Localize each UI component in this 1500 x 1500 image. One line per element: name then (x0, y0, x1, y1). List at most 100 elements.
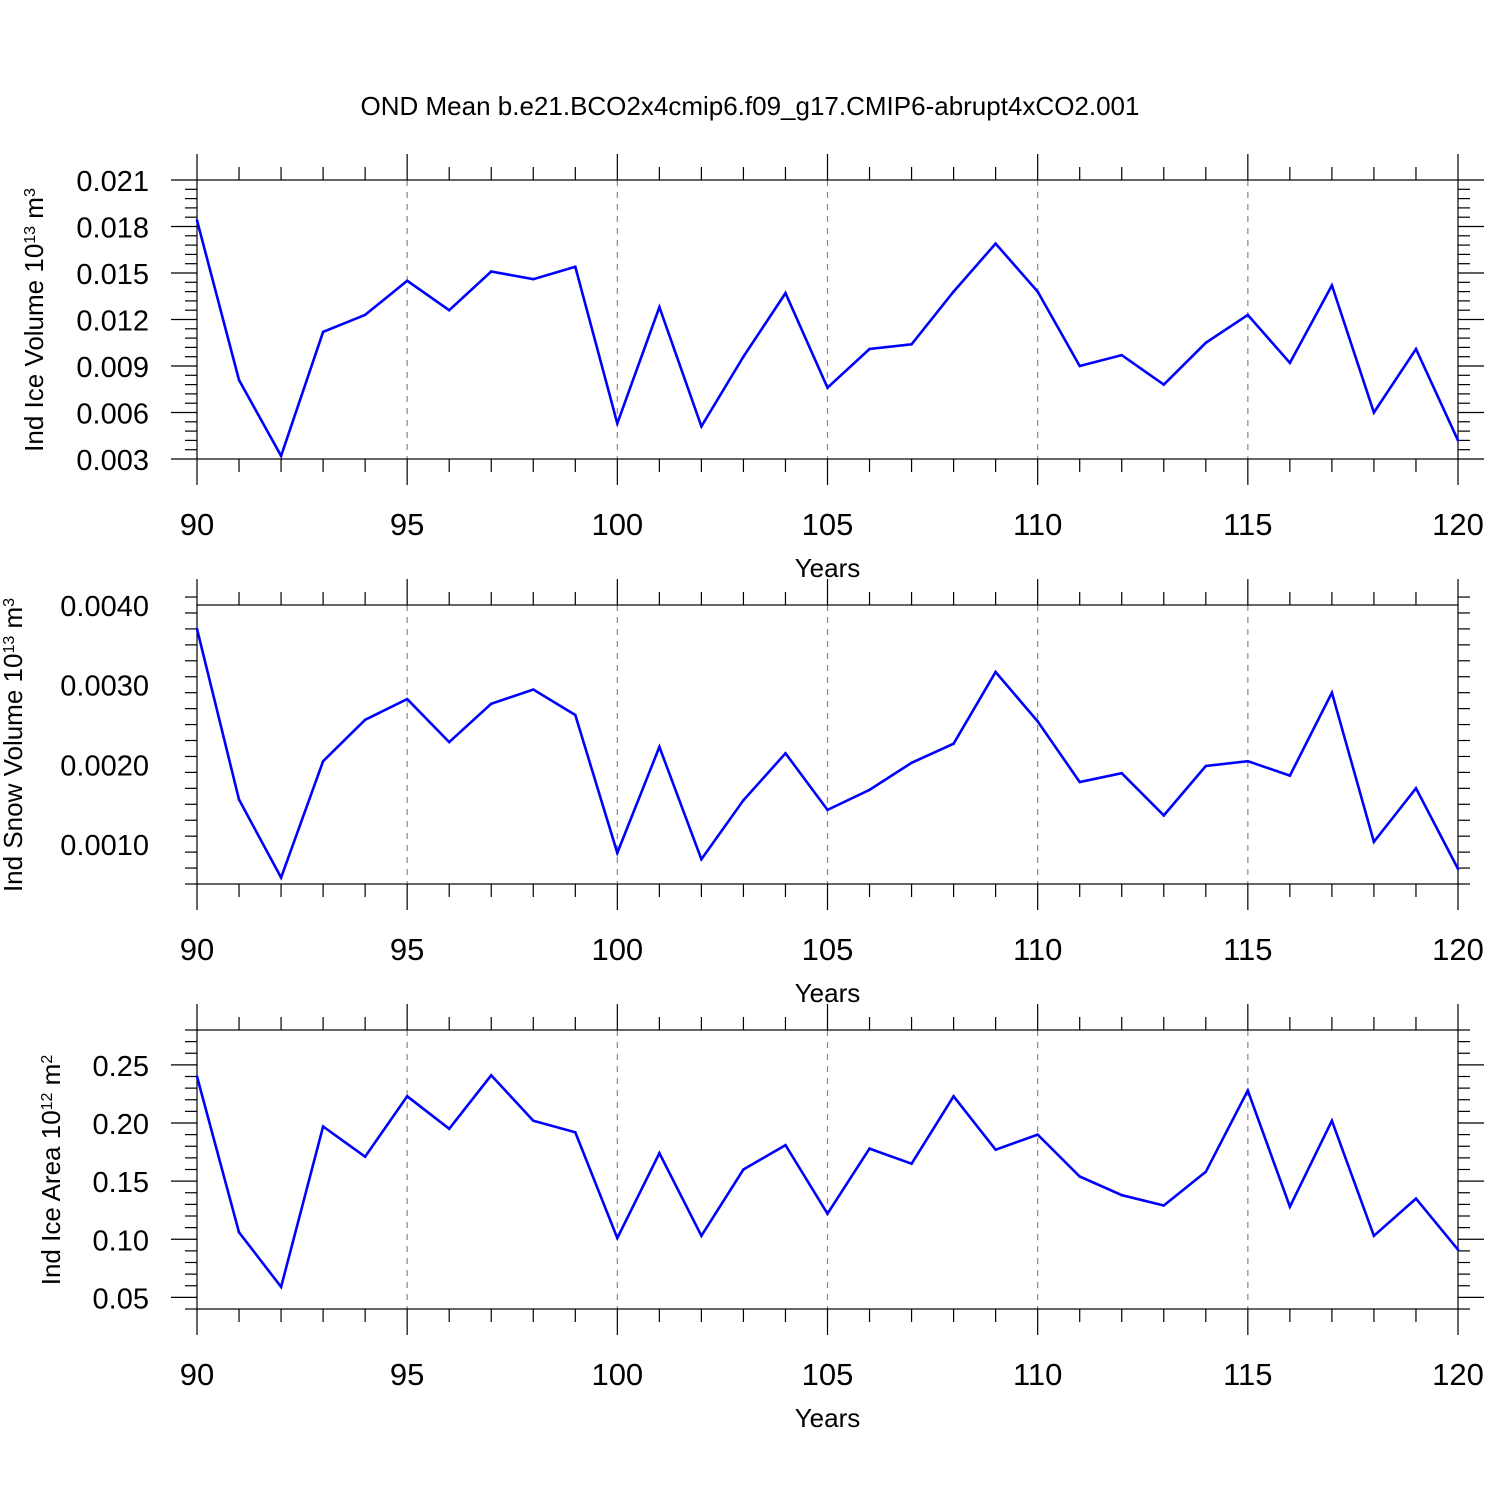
data-point (994, 670, 997, 674)
x-tick-label: 120 (1432, 1357, 1484, 1392)
x-tick-label: 95 (390, 932, 424, 967)
data-point (574, 1131, 577, 1134)
data-point (742, 355, 745, 359)
data-point (1330, 284, 1334, 287)
data-point (1246, 1089, 1250, 1092)
data-point (321, 759, 325, 763)
data-point (1414, 1197, 1418, 1200)
data-point (574, 713, 577, 717)
data-point (237, 378, 241, 382)
data-point (658, 1151, 661, 1155)
data-point (531, 688, 535, 691)
data-point (1078, 780, 1081, 784)
y-tick-label: 0.10 (93, 1225, 149, 1257)
data-point (531, 1119, 535, 1122)
data-point (616, 1236, 619, 1240)
x-tick-label: 100 (591, 932, 643, 967)
y-tick-label: 0.05 (93, 1283, 149, 1315)
x-tick-label: 115 (1223, 507, 1272, 542)
panel-3: 90 95 100 105 110 115 120 0.05 0.10 0.15 0.20 0.25 Y… (36, 1004, 1484, 1433)
x-tick-label: 95 (390, 1357, 424, 1392)
data-point (1372, 1234, 1376, 1238)
data-point (363, 718, 367, 722)
data-point (237, 1230, 241, 1234)
data-point (1456, 439, 1460, 442)
data-point (1120, 771, 1124, 775)
data-point (1120, 1193, 1124, 1197)
data-point (447, 740, 451, 744)
data-point (1288, 361, 1292, 365)
y-tick-label: 0.012 (76, 306, 149, 338)
x-tick-label: 110 (1013, 1357, 1062, 1392)
y-axis-label: Ind Ice Area 1012 m2 (36, 1055, 66, 1286)
data-point (1372, 840, 1376, 844)
data-point (1288, 1205, 1292, 1208)
data-point (952, 1094, 955, 1098)
data-point (405, 697, 409, 701)
data-point (1078, 364, 1081, 368)
data-point (742, 1168, 745, 1171)
x-tick-label: 105 (802, 507, 854, 542)
x-axis-label: Years (795, 553, 861, 583)
data-point (700, 425, 703, 428)
data-point (447, 1127, 451, 1131)
x-axis-label: Years (795, 1403, 861, 1433)
panels: 90 95 100 105 110 115 120 0.003 0.006 0.009 0.012 0… (0, 154, 1484, 1433)
y-tick-label: 0.0030 (60, 671, 149, 703)
figure-title: OND Mean b.e21.BCO2x4cmip6.f09_g17.CMIP6… (361, 91, 1140, 121)
data-point (489, 1074, 493, 1077)
data-point (910, 1162, 913, 1165)
data-point (994, 1148, 997, 1152)
data-point (910, 761, 913, 765)
x-tick-label: 120 (1432, 507, 1484, 542)
data-point (616, 422, 619, 425)
data-point (405, 279, 409, 283)
x-tick-label: 90 (180, 1357, 214, 1392)
x-tick-label: 110 (1013, 507, 1062, 542)
data-point (1330, 691, 1334, 694)
data-point (321, 1125, 325, 1128)
y-axis-label: Ind Ice Volume 1013 m3 (19, 188, 49, 452)
data-point (195, 627, 199, 631)
y-tick-label: 0.018 (76, 213, 149, 245)
x-tick-label: 100 (591, 507, 643, 542)
y-tick-label: 0.0040 (60, 591, 149, 623)
x-tick-label: 90 (180, 932, 214, 967)
data-point (1204, 764, 1208, 768)
data-point (616, 851, 619, 855)
data-point (279, 454, 283, 458)
y-tick-label: 0.0020 (60, 750, 149, 782)
data-point (1456, 1248, 1460, 1252)
data-point (237, 798, 241, 801)
x-tick-label: 105 (802, 932, 854, 967)
data-point (1036, 290, 1039, 293)
data-point (952, 742, 955, 746)
data-point (1204, 1170, 1208, 1174)
data-point (1330, 1119, 1334, 1122)
data-point (868, 1147, 871, 1150)
data-point (700, 857, 703, 861)
data-point (658, 305, 661, 309)
data-point (700, 1234, 703, 1238)
data-point (742, 799, 745, 802)
y-tick-label: 0.003 (76, 445, 149, 477)
data-point (1372, 411, 1376, 414)
x-tick-label: 105 (802, 1357, 854, 1392)
data-point (531, 277, 535, 281)
data-point (658, 745, 661, 749)
y-tick-label: 0.20 (93, 1109, 149, 1141)
data-point (868, 788, 871, 792)
x-tick-label: 115 (1223, 932, 1272, 967)
data-point (1414, 787, 1418, 790)
data-point (784, 291, 787, 295)
data-point (826, 808, 829, 812)
data-point (784, 1143, 787, 1147)
data-point (195, 1075, 199, 1078)
data-point (1162, 383, 1166, 386)
y-tick-label: 0.021 (76, 166, 149, 198)
data-point (1204, 341, 1208, 345)
panel-2: 90 95 100 105 110 115 120 0.0010 0.0020 0.0030 0.0… (0, 579, 1484, 1008)
data-point (826, 386, 829, 390)
data-point (363, 313, 367, 317)
x-tick-label: 95 (390, 507, 424, 542)
